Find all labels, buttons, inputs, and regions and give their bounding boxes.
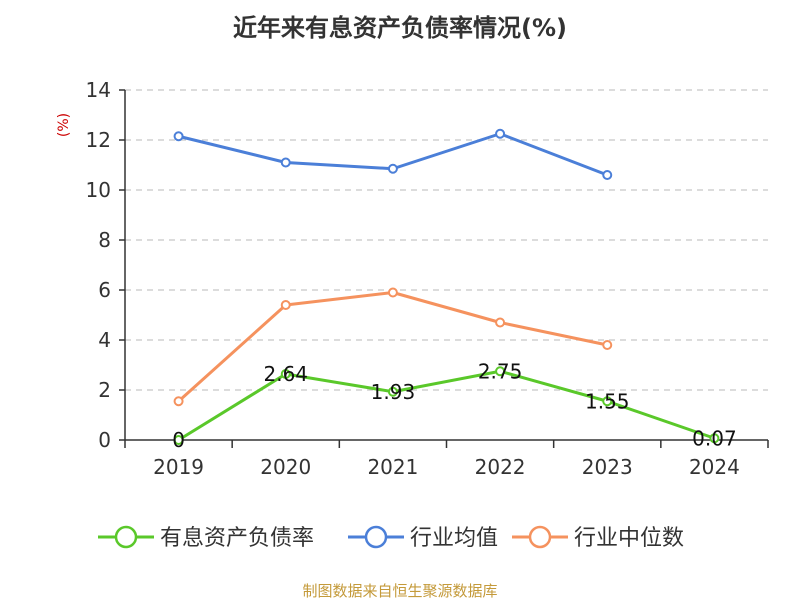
y-tick-label: 12 bbox=[86, 128, 111, 152]
data-point bbox=[602, 340, 613, 350]
y-tick-label: 4 bbox=[98, 328, 111, 352]
legend-marker bbox=[528, 525, 552, 549]
legend-label: 行业中位数 bbox=[574, 526, 684, 551]
x-tick-label: 2024 bbox=[689, 455, 740, 479]
series-line bbox=[177, 369, 715, 442]
x-tick-label: 2021 bbox=[367, 455, 418, 479]
data-point bbox=[280, 157, 291, 168]
data-point bbox=[280, 369, 291, 379]
data-label: 2.75 bbox=[478, 359, 523, 383]
data-point bbox=[387, 163, 398, 174]
data-label: 0.07 bbox=[692, 426, 737, 450]
data-point bbox=[280, 300, 291, 310]
legend-marker bbox=[114, 525, 138, 549]
chart-title: 近年来有息资产负债率情况(%) bbox=[233, 14, 567, 42]
data-point bbox=[709, 433, 720, 444]
x-tick-label: 2020 bbox=[260, 455, 311, 479]
series-lines bbox=[173, 128, 720, 445]
data-point bbox=[173, 435, 184, 445]
data-label: 1.93 bbox=[371, 380, 416, 404]
legend-marker bbox=[364, 525, 388, 549]
y-axis-label: (%) bbox=[56, 113, 72, 137]
y-tick-label: 2 bbox=[98, 378, 111, 402]
legend-label: 有息资产负债率 bbox=[160, 526, 314, 551]
legend: 有息资产负债率 行业均值 行业中位数 bbox=[98, 525, 684, 551]
data-labels: 0 2.64 1.93 2.75 1.55 0.07 bbox=[172, 359, 736, 452]
data-point bbox=[173, 396, 184, 407]
y-tick-label: 6 bbox=[98, 278, 111, 302]
grid-lines bbox=[125, 89, 768, 391]
data-label: 1.55 bbox=[585, 389, 630, 413]
data-label: 0 bbox=[172, 428, 185, 452]
data-source-note: 制图数据来自恒生聚源数据库 bbox=[302, 582, 498, 600]
data-point bbox=[602, 170, 613, 180]
x-tick-label: 2023 bbox=[582, 455, 633, 479]
y-tick-label: 8 bbox=[98, 228, 111, 252]
axes: 0 2 4 6 8 10 12 14 2019 2020 2021 2022 2023 2024 bbox=[86, 78, 769, 479]
data-point bbox=[173, 131, 184, 142]
data-point bbox=[495, 317, 506, 328]
data-point bbox=[602, 396, 613, 407]
data-point bbox=[495, 128, 506, 139]
y-tick-label: 0 bbox=[98, 428, 111, 452]
x-tick-label: 2022 bbox=[475, 455, 526, 479]
y-tick-label: 10 bbox=[86, 178, 111, 202]
data-label: 2.64 bbox=[263, 362, 308, 386]
y-tick-label: 14 bbox=[86, 78, 111, 102]
data-point bbox=[387, 287, 398, 298]
legend-label: 行业均值 bbox=[410, 526, 498, 551]
data-point bbox=[387, 386, 398, 397]
x-tick-label: 2019 bbox=[153, 455, 204, 479]
data-point bbox=[495, 366, 506, 377]
